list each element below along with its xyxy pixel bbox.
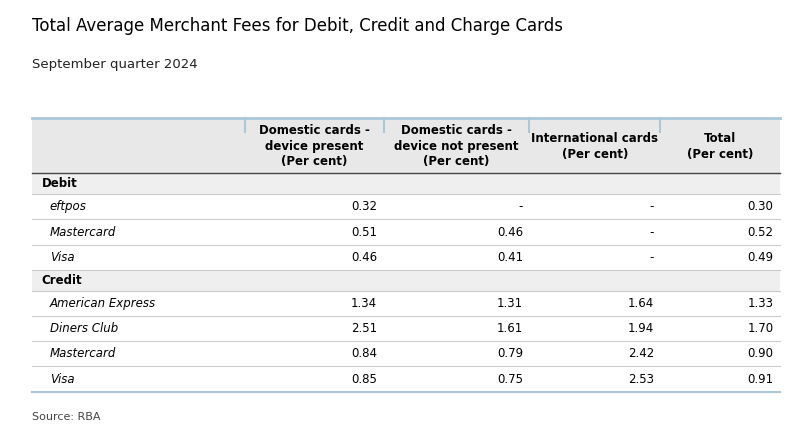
Text: Diners Club: Diners Club: [50, 322, 118, 335]
Text: September quarter 2024: September quarter 2024: [32, 58, 198, 71]
Text: 1.34: 1.34: [351, 297, 377, 310]
Text: 0.75: 0.75: [497, 372, 523, 386]
Text: 1.94: 1.94: [628, 322, 654, 335]
Text: 2.51: 2.51: [351, 322, 377, 335]
Text: Debit: Debit: [42, 177, 78, 190]
Text: 0.85: 0.85: [351, 372, 377, 386]
Text: 0.41: 0.41: [497, 251, 523, 264]
Text: Domestic cards -
device present
(Per cent): Domestic cards - device present (Per cen…: [259, 125, 370, 169]
Text: 0.91: 0.91: [747, 372, 774, 386]
Text: 0.90: 0.90: [747, 348, 774, 360]
Text: 0.84: 0.84: [351, 348, 377, 360]
Text: Mastercard: Mastercard: [50, 226, 116, 238]
Text: 1.70: 1.70: [747, 322, 774, 335]
Text: Total
(Per cent): Total (Per cent): [687, 132, 754, 160]
Text: 0.46: 0.46: [351, 251, 377, 264]
Text: 0.49: 0.49: [747, 251, 774, 264]
Text: Credit: Credit: [42, 274, 82, 287]
Text: 0.52: 0.52: [747, 226, 774, 238]
Text: 1.61: 1.61: [497, 322, 523, 335]
Text: -: -: [650, 251, 654, 264]
Text: 1.64: 1.64: [628, 297, 654, 310]
Text: Total Average Merchant Fees for Debit, Credit and Charge Cards: Total Average Merchant Fees for Debit, C…: [32, 17, 563, 35]
Text: 2.42: 2.42: [628, 348, 654, 360]
Text: Domestic cards -
device not present
(Per cent): Domestic cards - device not present (Per…: [394, 125, 518, 169]
Text: 0.46: 0.46: [497, 226, 523, 238]
Text: eftpos: eftpos: [50, 200, 86, 214]
Text: 2.53: 2.53: [628, 372, 654, 386]
Text: 1.31: 1.31: [497, 297, 523, 310]
Text: 0.51: 0.51: [351, 226, 377, 238]
Text: Source: RBA: Source: RBA: [32, 412, 101, 422]
Text: Mastercard: Mastercard: [50, 348, 116, 360]
Text: Visa: Visa: [50, 251, 74, 264]
Text: -: -: [518, 200, 523, 214]
Text: American Express: American Express: [50, 297, 156, 310]
Text: International cards
(Per cent): International cards (Per cent): [531, 132, 658, 160]
Text: 1.33: 1.33: [747, 297, 774, 310]
Text: 0.30: 0.30: [748, 200, 774, 214]
Text: Visa: Visa: [50, 372, 74, 386]
Text: -: -: [650, 226, 654, 238]
Text: 0.79: 0.79: [497, 348, 523, 360]
Text: 0.32: 0.32: [351, 200, 377, 214]
Text: -: -: [650, 200, 654, 214]
